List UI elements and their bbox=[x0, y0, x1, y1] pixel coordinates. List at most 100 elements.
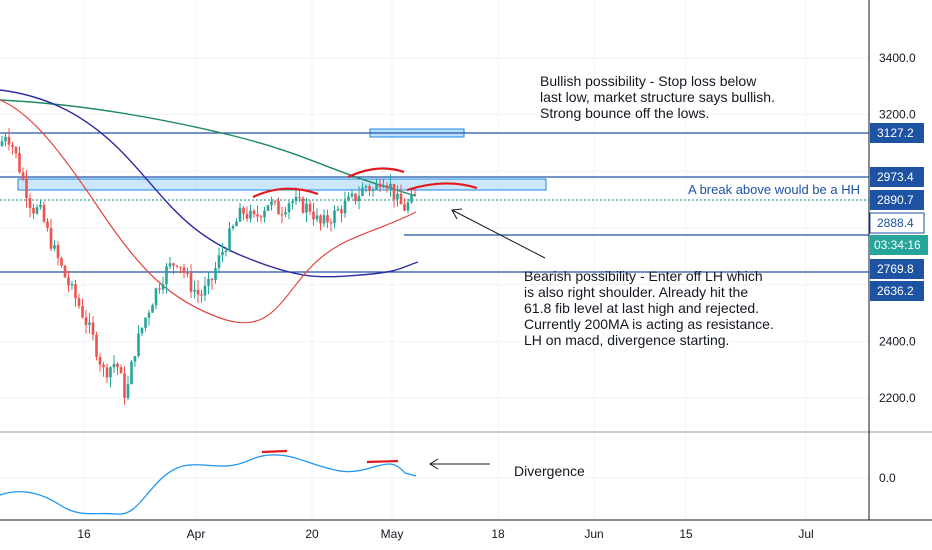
candle bbox=[207, 272, 210, 295]
candle-body bbox=[21, 172, 25, 180]
time-tick-label: 20 bbox=[305, 527, 319, 541]
candle bbox=[14, 146, 18, 159]
candle bbox=[53, 240, 56, 252]
candle-body bbox=[291, 201, 294, 204]
candle bbox=[161, 276, 165, 294]
candle bbox=[375, 178, 378, 191]
candle bbox=[116, 362, 119, 376]
candle bbox=[196, 280, 200, 304]
bearish-arrow-head bbox=[451, 208, 463, 220]
candle-body bbox=[88, 322, 91, 326]
candle bbox=[0, 135, 4, 147]
candle-body bbox=[301, 198, 305, 213]
candle bbox=[203, 276, 207, 302]
level-label-box bbox=[870, 167, 924, 187]
candle bbox=[133, 355, 137, 368]
candle-body bbox=[7, 136, 11, 145]
candle-body bbox=[266, 205, 270, 211]
level-label-text: 2769.8 bbox=[877, 262, 914, 276]
candle bbox=[403, 198, 406, 212]
candle-body bbox=[319, 215, 322, 224]
candle-body bbox=[67, 277, 70, 286]
candle bbox=[39, 200, 42, 210]
candle bbox=[179, 266, 182, 274]
candle bbox=[385, 182, 389, 193]
price-axis[interactable]: 3400.0 3200.0 2400.0 2200.0 bbox=[879, 51, 916, 405]
candle bbox=[322, 209, 326, 227]
candle bbox=[350, 190, 354, 199]
candle-body bbox=[249, 210, 252, 219]
candle bbox=[406, 198, 410, 214]
candle-body bbox=[4, 136, 7, 142]
candle-body bbox=[95, 334, 98, 357]
candle bbox=[270, 196, 273, 211]
candle bbox=[361, 182, 364, 197]
candle-body bbox=[112, 363, 116, 368]
candle bbox=[354, 193, 357, 205]
candle-body bbox=[14, 146, 18, 154]
head-arc bbox=[347, 167, 405, 178]
candle bbox=[144, 317, 147, 332]
candle bbox=[371, 187, 375, 197]
candle bbox=[4, 132, 7, 147]
candle bbox=[35, 204, 39, 216]
candle bbox=[312, 202, 315, 226]
candle bbox=[102, 362, 105, 377]
ma-200-line bbox=[0, 99, 417, 197]
candle bbox=[210, 277, 214, 290]
candle-body bbox=[133, 356, 137, 362]
macd-high-1-marker bbox=[261, 449, 288, 454]
candle-body bbox=[333, 210, 336, 224]
candle bbox=[382, 179, 385, 189]
candle bbox=[77, 293, 81, 309]
candle bbox=[389, 174, 392, 197]
macd-tick-label: 0.0 bbox=[879, 471, 896, 485]
level-label-text: 2890.7 bbox=[877, 193, 914, 207]
candle-body bbox=[238, 207, 242, 222]
candle bbox=[193, 280, 196, 299]
level-label-text: 3127.2 bbox=[877, 126, 914, 140]
bearish-arrow bbox=[451, 209, 546, 259]
candle bbox=[378, 178, 382, 192]
time-axis[interactable]: 16 Apr 20 May 18 Jun 15 Jul bbox=[77, 527, 813, 541]
candle bbox=[168, 257, 172, 269]
candle bbox=[154, 287, 158, 310]
level-label-text: 2888.4 bbox=[877, 216, 914, 230]
candle-body bbox=[350, 193, 354, 197]
candle bbox=[392, 183, 396, 208]
candle-body bbox=[361, 187, 364, 196]
candle-body bbox=[0, 141, 4, 146]
candle-body bbox=[273, 201, 277, 203]
candle-body bbox=[403, 204, 406, 211]
candle bbox=[245, 206, 249, 222]
level-label-box bbox=[870, 281, 924, 301]
candle-body bbox=[378, 183, 382, 188]
candle-body bbox=[196, 289, 200, 295]
candle bbox=[347, 192, 350, 202]
candle-body bbox=[371, 189, 375, 191]
candle bbox=[119, 364, 123, 374]
candle-body bbox=[259, 216, 263, 218]
candle bbox=[84, 309, 88, 334]
candle bbox=[151, 303, 154, 313]
candle-body bbox=[60, 257, 63, 266]
bearish-annotation: Bearish possibility - Enter off LH which… bbox=[524, 268, 774, 348]
candle bbox=[224, 246, 228, 257]
candle-body bbox=[137, 333, 140, 357]
candle-body bbox=[172, 263, 175, 266]
candle bbox=[200, 289, 203, 303]
candle bbox=[88, 313, 91, 334]
candle bbox=[235, 218, 238, 227]
candle bbox=[147, 309, 151, 326]
candle bbox=[189, 264, 193, 299]
candle bbox=[252, 208, 256, 218]
macd-axis[interactable]: 0.0 bbox=[879, 471, 896, 485]
divergence-arrow-head bbox=[429, 458, 439, 470]
candle-body bbox=[231, 226, 235, 229]
candle bbox=[126, 375, 130, 401]
candle-body bbox=[165, 266, 168, 285]
candle-body bbox=[385, 185, 389, 189]
candle-body bbox=[32, 207, 35, 214]
time-tick-label: 16 bbox=[77, 527, 91, 541]
